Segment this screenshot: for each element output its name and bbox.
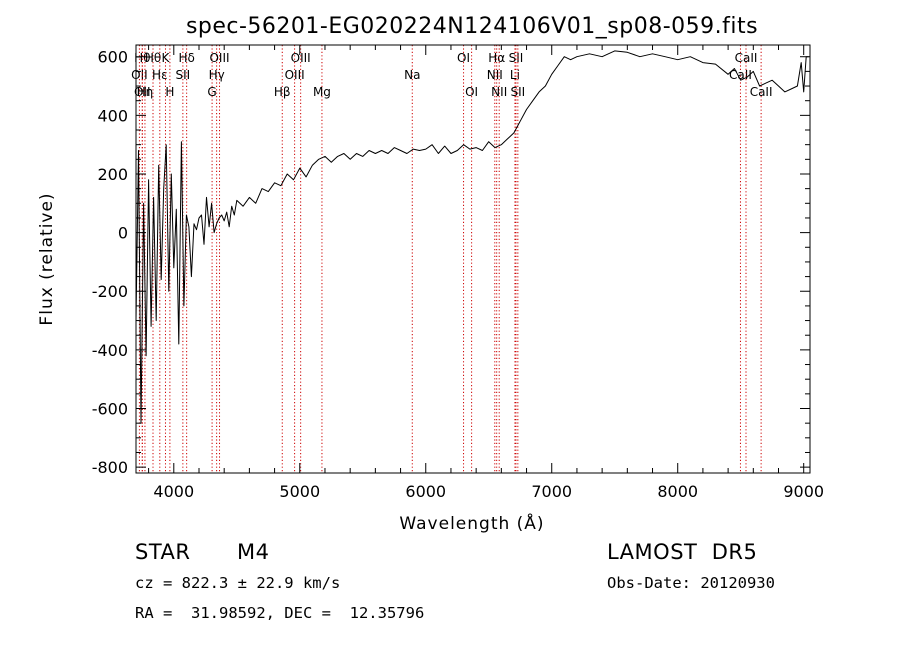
x-tick-label: 9000 (783, 482, 824, 501)
spectral-line-label: Hγ (209, 68, 225, 82)
spectral-line-label: NII (491, 85, 507, 99)
spectral-line-label: OIII (209, 51, 229, 65)
spectral-line-label: OII (134, 85, 151, 99)
spectral-line-label: K (162, 51, 171, 65)
survey-release: LAMOST DR5 (607, 540, 758, 564)
y-axis-label: Flux (relative) (37, 192, 57, 325)
x-tick-label: 5000 (279, 482, 320, 501)
object-class: STAR (135, 540, 191, 564)
spectral-line-label: NII (487, 68, 503, 82)
spectral-line-label: CaII (750, 85, 773, 99)
spectral-line-label: SII (510, 85, 525, 99)
spectral-line-label: Hδ (178, 51, 194, 65)
sky-coordinates: RA = 31.98592, DEC = 12.35796 (135, 604, 425, 622)
spectral-line-label: OII (131, 68, 148, 82)
x-tick-label: 8000 (657, 482, 698, 501)
x-tick-label: 7000 (531, 482, 572, 501)
spectrum-series-line (135, 50, 809, 424)
spectral-line-label: H (165, 85, 174, 99)
spectral-line-label: Hε (152, 68, 168, 82)
redshift-velocity: cz = 822.3 ± 22.9 km/s (135, 574, 341, 592)
spectral-line-label: Mg (313, 85, 331, 99)
spectral-line-label: CaII (735, 51, 758, 65)
object-subclass: M4 (237, 540, 270, 564)
spectral-line-label: Na (404, 68, 420, 82)
chart-title: spec-56201-EG020224N124106V01_sp08-059.f… (186, 14, 758, 39)
spectral-line-label: Li (510, 68, 520, 82)
y-tick-label: 600 (97, 48, 128, 67)
y-tick-label: 400 (97, 106, 128, 125)
x-tick-label: 4000 (153, 482, 194, 501)
plot-area: OIIHθOIIHηHθHεKHSIIHδGHγOIIIHβOIIIOIIIMg… (92, 44, 824, 501)
plot-frame (135, 44, 811, 474)
spectral-line-label: SII (176, 68, 191, 82)
spectral-line-label: SII (509, 51, 524, 65)
spectral-line-label: Hβ (274, 85, 291, 99)
spectral-line-label: Hη (137, 85, 154, 99)
spectral-line-label: Hθ (145, 51, 161, 65)
observation-date: Obs-Date: 20120930 (607, 574, 775, 592)
y-tick-label: -600 (92, 400, 128, 419)
spectral-line-label: Hθ (134, 51, 150, 65)
spectral-line-label: OIII (285, 68, 305, 82)
y-tick-label: -400 (92, 341, 128, 360)
spectral-line-label: OIII (291, 51, 311, 65)
x-axis-label: Wavelength (Å) (399, 512, 544, 534)
spectral-line-label: OI (457, 51, 470, 65)
spectral-line-label: OI (465, 85, 478, 99)
spectral-line-label: CaII (729, 68, 752, 82)
y-tick-label: 200 (97, 165, 128, 184)
y-tick-label: -800 (92, 458, 128, 477)
spectral-line-label: G (207, 85, 216, 99)
spectral-line-label: Hα (488, 51, 505, 65)
y-tick-label: 0 (118, 224, 128, 243)
y-tick-label: -200 (92, 282, 128, 301)
x-tick-label: 6000 (405, 482, 446, 501)
